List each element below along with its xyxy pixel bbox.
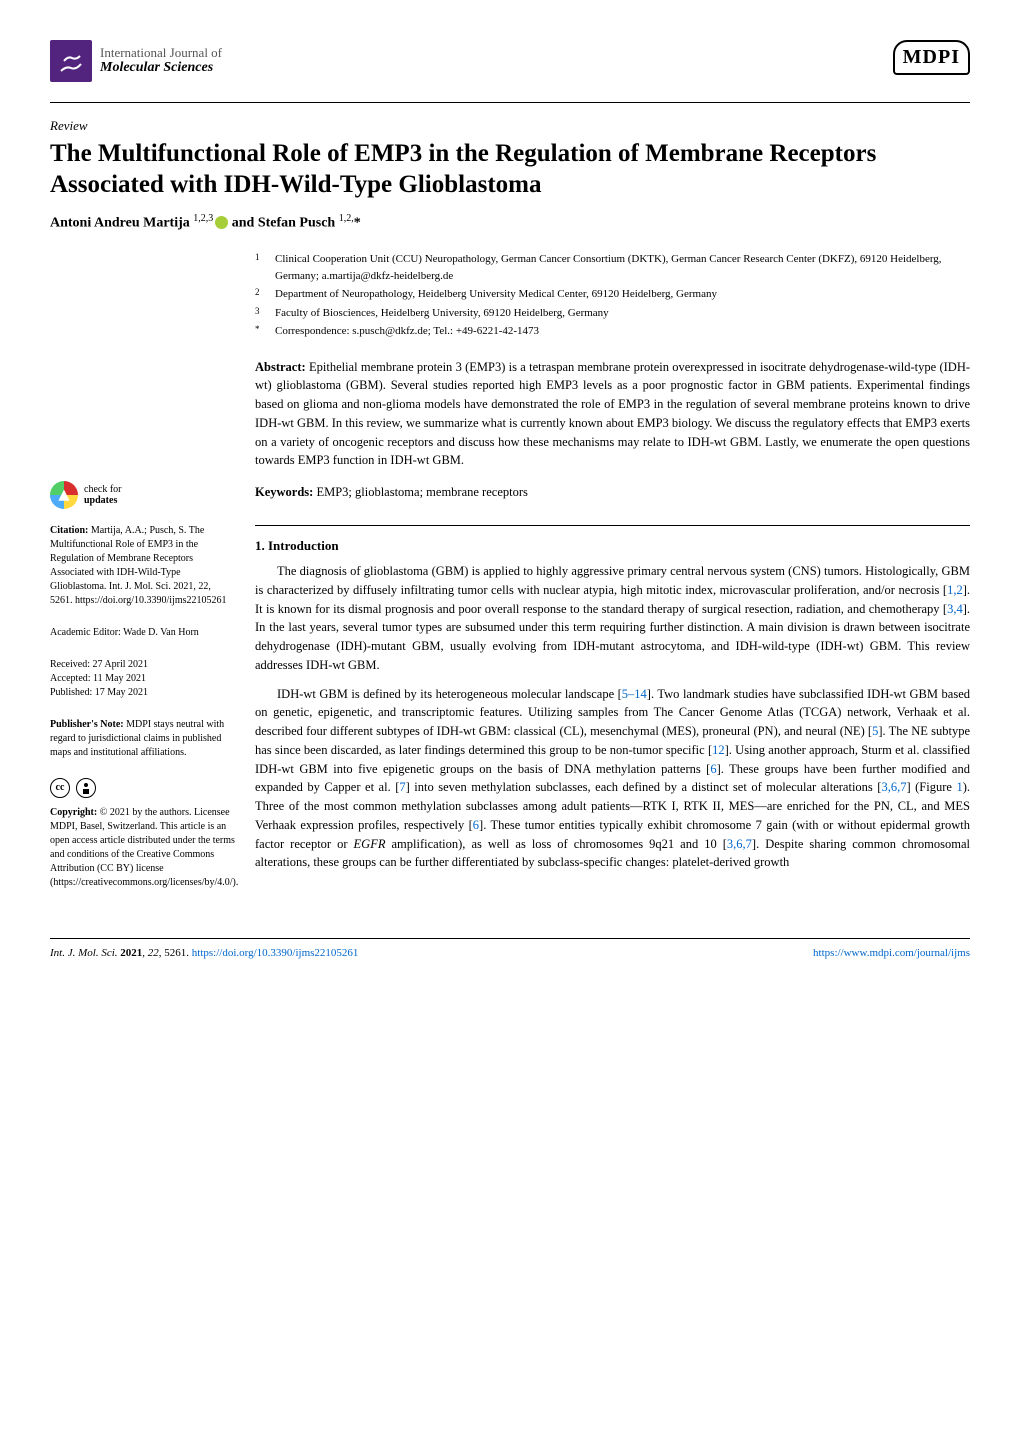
header-divider xyxy=(50,102,970,103)
cc-badge: cc xyxy=(50,778,235,798)
journal-text: International Journal of Molecular Scien… xyxy=(100,45,222,77)
keywords: Keywords: EMP3; glioblastoma; membrane r… xyxy=(255,485,970,500)
affiliation-row: 2 Department of Neuropathology, Heidelber… xyxy=(255,286,970,303)
affil-num: * xyxy=(255,323,265,340)
body-para-2: IDH-wt GBM is defined by its heterogeneo… xyxy=(255,685,970,873)
journal-line2: Molecular Sciences xyxy=(100,60,222,77)
article-type: Review xyxy=(50,118,970,134)
publisher-note-label: Publisher's Note: xyxy=(50,719,124,730)
editor-text: Wade D. Van Horn xyxy=(123,627,199,638)
body-para-1: The diagnosis of glioblastoma (GBM) is a… xyxy=(255,562,970,675)
check-updates-icon xyxy=(50,481,78,509)
journal-logo-icon xyxy=(50,40,92,82)
affil-num: 2 xyxy=(255,286,265,303)
editor-block: Academic Editor: Wade D. Van Horn xyxy=(50,626,235,640)
check-line1: check for xyxy=(84,484,121,495)
journal-title-block: International Journal of Molecular Scien… xyxy=(50,40,222,82)
abstract: Abstract: Epithelial membrane protein 3 … xyxy=(255,358,970,471)
article-title: The Multifunctional Role of EMP3 in the … xyxy=(50,138,970,201)
affil-text: Correspondence: s.pusch@dkfz.de; Tel.: +… xyxy=(275,323,970,340)
check-line2: updates xyxy=(84,495,117,506)
dates-block: Received: 27 April 2021 Accepted: 11 May… xyxy=(50,658,235,700)
editor-label: Academic Editor: xyxy=(50,627,121,638)
footer: Int. J. Mol. Sci. 2021, 22, 5261. https:… xyxy=(50,938,970,959)
cc-icon: cc xyxy=(50,778,70,798)
citation-block: Citation: Martija, A.A.; Pusch, S. The M… xyxy=(50,524,235,608)
footer-left: Int. J. Mol. Sci. 2021, 22, 5261. https:… xyxy=(50,947,358,959)
by-icon xyxy=(76,778,96,798)
keywords-text: EMP3; glioblastoma; membrane receptors xyxy=(316,485,527,499)
copyright-block: Copyright: © 2021 by the authors. Licens… xyxy=(50,806,235,890)
publisher-note-block: Publisher's Note: MDPI stays neutral wit… xyxy=(50,718,235,760)
main-content: check for updates Citation: Martija, A.A… xyxy=(50,251,970,908)
sidebar: check for updates Citation: Martija, A.A… xyxy=(50,251,235,908)
section-heading: 1. Introduction xyxy=(255,538,970,554)
affil-text: Clinical Cooperation Unit (CCU) Neuropat… xyxy=(275,251,970,284)
section-divider xyxy=(255,525,970,526)
copyright-label: Copyright: xyxy=(50,807,97,818)
header-row: International Journal of Molecular Scien… xyxy=(50,40,970,82)
mdpi-logo: MDPI xyxy=(893,40,970,75)
affil-text: Faculty of Biosciences, Heidelberg Unive… xyxy=(275,305,970,322)
abstract-label: Abstract: xyxy=(255,360,306,374)
affil-num: 3 xyxy=(255,305,265,322)
authors: Antoni Andreu Martija 1,2,3 and Stefan P… xyxy=(50,213,970,232)
affiliation-row: 3 Faculty of Biosciences, Heidelberg Univ… xyxy=(255,305,970,322)
abstract-text: Epithelial membrane protein 3 (EMP3) is … xyxy=(255,360,970,468)
affiliation-row: * Correspondence: s.pusch@dkfz.de; Tel.: … xyxy=(255,323,970,340)
affil-num: 1 xyxy=(255,251,265,284)
check-updates-text: check for updates xyxy=(84,484,121,506)
footer-right-link[interactable]: https://www.mdpi.com/journal/ijms xyxy=(813,947,970,959)
date-accepted: Accepted: 11 May 2021 xyxy=(50,672,235,686)
date-received: Received: 27 April 2021 xyxy=(50,658,235,672)
journal-line1: International Journal of xyxy=(100,45,222,61)
citation-text: Martija, A.A.; Pusch, S. The Multifuncti… xyxy=(50,525,227,606)
keywords-label: Keywords: xyxy=(255,485,313,499)
copyright-text: © 2021 by the authors. Licensee MDPI, Ba… xyxy=(50,807,238,888)
date-published: Published: 17 May 2021 xyxy=(50,686,235,700)
content-column: 1 Clinical Cooperation Unit (CCU) Neuropa… xyxy=(255,251,970,908)
affiliation-row: 1 Clinical Cooperation Unit (CCU) Neuropa… xyxy=(255,251,970,284)
affil-text: Department of Neuropathology, Heidelberg… xyxy=(275,286,970,303)
citation-label: Citation: xyxy=(50,525,88,536)
check-updates[interactable]: check for updates xyxy=(50,481,235,509)
affiliations: 1 Clinical Cooperation Unit (CCU) Neuropa… xyxy=(255,251,970,340)
